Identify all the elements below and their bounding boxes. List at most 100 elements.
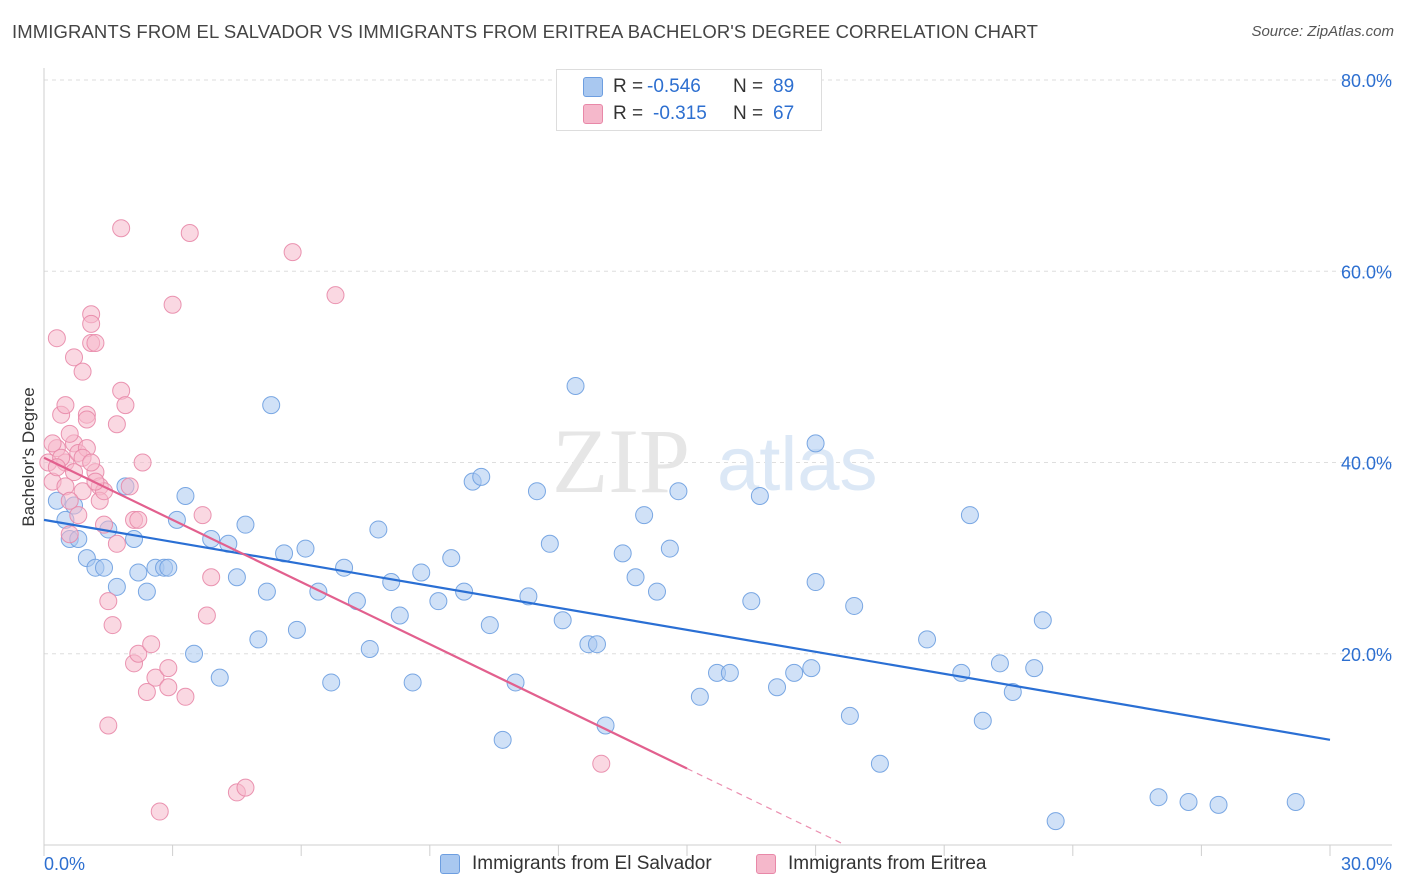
el-salvador-point bbox=[382, 573, 401, 592]
eritrea-point bbox=[146, 668, 165, 687]
chart-title: IMMIGRANTS FROM EL SALVADOR VS IMMIGRANT… bbox=[12, 21, 1039, 42]
watermark-zip: ZIP bbox=[552, 410, 690, 512]
el-salvador-point bbox=[527, 482, 546, 501]
eritrea-point bbox=[107, 534, 126, 553]
el-salvador-point bbox=[390, 606, 409, 625]
el-salvador-point bbox=[1286, 792, 1305, 811]
el-salvador-point bbox=[635, 506, 654, 525]
eritrea-point bbox=[73, 362, 92, 381]
el-salvador-point bbox=[429, 592, 448, 611]
el-salvador-point bbox=[690, 687, 709, 706]
eritrea-point bbox=[43, 434, 62, 453]
eritrea-point bbox=[86, 333, 105, 352]
tick-labels: 20.0% 40.0% 60.0% 80.0% 0.0% 30.0% bbox=[44, 71, 1392, 874]
eritrea-point bbox=[150, 802, 169, 821]
trend-lines bbox=[43, 456, 1331, 846]
el-salvador-point bbox=[1033, 611, 1052, 630]
y-tick-label: 80.0% bbox=[1341, 71, 1392, 91]
y-tick-label: 60.0% bbox=[1341, 262, 1392, 282]
eritrea-point bbox=[107, 415, 126, 434]
legend-swatch-pink bbox=[756, 854, 776, 874]
el-salvador-point bbox=[768, 678, 787, 697]
el-salvador-point bbox=[540, 534, 559, 553]
eritrea-point bbox=[137, 683, 156, 701]
x-tick-label: 0.0% bbox=[44, 854, 85, 874]
eritrea-point bbox=[159, 659, 178, 678]
grid-lines bbox=[44, 79, 1392, 655]
el-salvador-point bbox=[335, 558, 354, 577]
el-salvador-point bbox=[553, 611, 572, 630]
el-salvador-point bbox=[566, 377, 585, 395]
el-salvador-point bbox=[519, 587, 538, 606]
el-salvador-point bbox=[403, 673, 422, 692]
eritrea-point bbox=[103, 616, 122, 635]
el-salvador-point bbox=[257, 582, 276, 601]
legend-label: Immigrants from El Salvador bbox=[472, 853, 712, 874]
el-salvador-point bbox=[249, 630, 268, 649]
n-label: N = bbox=[733, 76, 764, 97]
y-axis-title: Bachelor's Degree bbox=[19, 387, 38, 526]
el-salvador-point bbox=[669, 482, 688, 501]
el-salvador-point bbox=[1046, 812, 1065, 831]
eritrea-point bbox=[326, 286, 345, 305]
eritrea-point bbox=[112, 219, 131, 238]
el-salvador-point bbox=[613, 544, 632, 563]
el-salvador-point bbox=[918, 630, 937, 649]
el-salvador-point bbox=[262, 396, 281, 415]
eritrea-point bbox=[99, 716, 118, 735]
el-salvador-point bbox=[185, 644, 204, 663]
eritrea-trend-extension bbox=[686, 767, 846, 846]
el-salvador-point bbox=[1025, 659, 1044, 678]
legend-item-el-salvador[interactable]: Immigrants from El Salvador bbox=[440, 852, 712, 876]
y-tick-label: 20.0% bbox=[1341, 645, 1392, 665]
eritrea-point bbox=[283, 243, 302, 262]
el-salvador-point bbox=[95, 558, 114, 577]
eritrea-point bbox=[176, 687, 195, 706]
eritrea-point bbox=[236, 778, 255, 797]
eritrea-point bbox=[82, 453, 101, 472]
legend-label: Immigrants from Eritrea bbox=[788, 853, 987, 874]
eritrea-point bbox=[133, 453, 152, 472]
el-salvador-point bbox=[322, 673, 341, 692]
eritrea-point bbox=[163, 295, 182, 314]
el-salvador-point bbox=[210, 668, 229, 687]
eritrea-point bbox=[197, 606, 216, 625]
stats-swatch-pink bbox=[583, 104, 603, 124]
eritrea-point bbox=[73, 482, 92, 501]
stats-box: R = -0.546 N = 89 R = -0.315 N = 67 bbox=[556, 69, 822, 131]
el-salvador-point bbox=[287, 620, 306, 639]
r-label: R = bbox=[613, 76, 644, 97]
el-salvador-point bbox=[129, 563, 148, 582]
eritrea-point bbox=[60, 525, 79, 544]
el-salvador-point bbox=[960, 506, 979, 525]
eritrea-point bbox=[120, 477, 139, 496]
legend-item-eritrea[interactable]: Immigrants from Eritrea bbox=[756, 852, 986, 876]
el-salvador-point bbox=[309, 582, 328, 601]
eritrea-point bbox=[129, 644, 148, 663]
eritrea-point bbox=[99, 592, 118, 611]
el-salvador-point bbox=[227, 568, 246, 587]
el-salvador-point bbox=[442, 549, 461, 568]
el-salvador-point bbox=[176, 486, 195, 505]
el-salvador-point bbox=[369, 520, 388, 539]
el-salvador-point bbox=[360, 639, 379, 658]
el-salvador-point bbox=[660, 539, 679, 558]
el-salvador-trend-line bbox=[43, 518, 1331, 741]
el-salvador-point bbox=[845, 596, 864, 615]
eritrea-point bbox=[69, 506, 88, 525]
eritrea-point bbox=[56, 396, 75, 415]
el-salvador-point bbox=[720, 663, 739, 682]
eritrea-point bbox=[193, 506, 212, 525]
el-salvador-point bbox=[125, 530, 144, 548]
x-tick-label: 30.0% bbox=[1341, 854, 1392, 874]
el-salvador-point bbox=[296, 539, 315, 558]
el-salvador-point bbox=[840, 706, 859, 725]
stats-swatch-blue bbox=[583, 77, 603, 97]
eritrea-point bbox=[592, 754, 611, 773]
eritrea-point bbox=[180, 224, 199, 242]
chart-source: Source: ZipAtlas.com bbox=[1251, 23, 1394, 40]
eritrea-trend-line bbox=[43, 456, 688, 770]
eritrea-point bbox=[60, 424, 79, 443]
el-salvador-point bbox=[742, 592, 761, 611]
